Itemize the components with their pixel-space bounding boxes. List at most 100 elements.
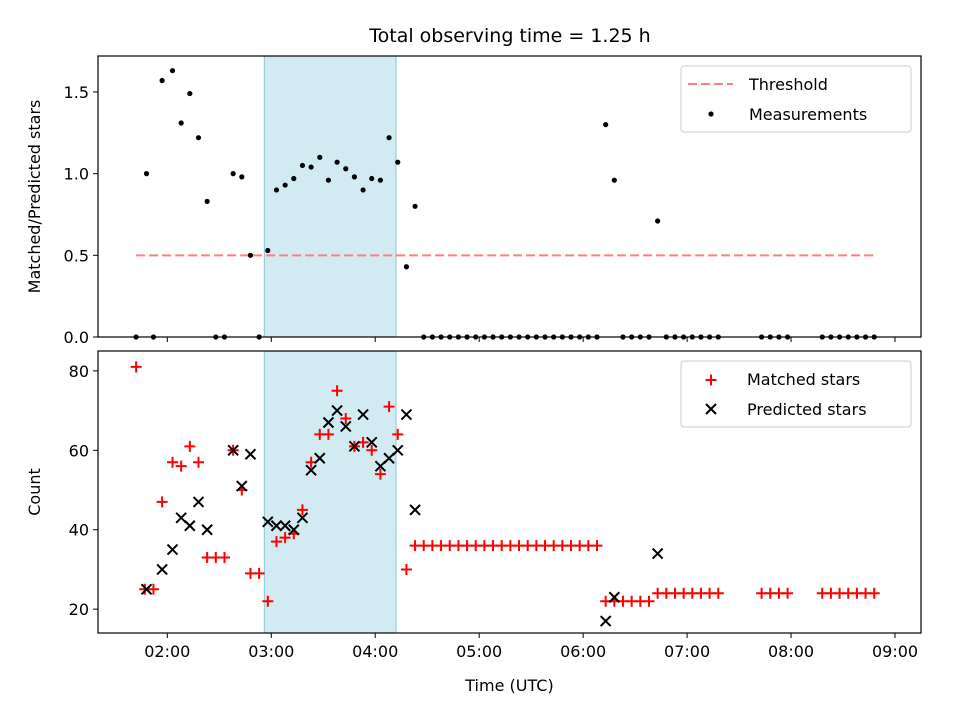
measurement-point [187, 90, 193, 97]
measurement-point [282, 182, 288, 188]
matched-star-marker [591, 540, 603, 552]
measurement-point [360, 187, 366, 193]
measurement-point [204, 198, 210, 205]
count-axes-frame [97, 350, 922, 634]
ratio-axes-frame [97, 55, 922, 338]
measurement-point [343, 166, 349, 172]
measurement-point [265, 247, 271, 254]
measurement-point [299, 162, 306, 169]
matched-star-marker [218, 552, 230, 564]
predicted-star-marker [140, 583, 153, 596]
matched-star-marker [331, 385, 343, 397]
measurement-point [325, 177, 332, 183]
matched-star-marker [130, 361, 142, 373]
matched-star-marker [270, 536, 282, 548]
measurement-point [159, 77, 165, 84]
legend-predicted-label: Predicted stars [747, 400, 867, 419]
count-ticks: 02:00 03:00 04:00 05:00 06:00 07:00 08:00 09:00… [69, 362, 918, 661]
x-tick-label: 08:00 [768, 642, 814, 661]
predicted-star-marker [305, 464, 317, 476]
predicted-star-marker [340, 420, 352, 433]
matched-swatch-marker [705, 374, 717, 386]
predicted-star-marker [262, 516, 274, 528]
matched-star-marker [712, 587, 724, 599]
y-tick-label: 40 [69, 521, 89, 540]
legend-matched-label: Matched stars [747, 370, 860, 389]
legend-predicted-swatch [705, 403, 717, 415]
measurement-point [351, 174, 358, 180]
matched-star-marker [868, 587, 880, 599]
predicted-star-marker [156, 563, 168, 576]
x-tick-label: 04:00 [352, 642, 398, 661]
measurement-point [655, 218, 661, 224]
observing-window-bottom [263, 350, 397, 634]
y-tick-label: 20 [69, 600, 89, 619]
matched-star-marker [400, 563, 412, 575]
predicted-star-marker [357, 408, 369, 421]
measurement-point [377, 177, 384, 183]
measurement-point [308, 164, 314, 170]
predicted-star-marker [322, 416, 335, 429]
measurement-point [273, 187, 280, 193]
predicted-star-marker [166, 543, 179, 556]
predicted-star-marker [348, 440, 361, 453]
x-tick-label: 03:00 [248, 642, 294, 661]
measurement-point [169, 68, 176, 74]
predicted-star-marker [279, 520, 291, 532]
matched-star-marker [192, 456, 204, 468]
matched-star-marker [643, 595, 655, 607]
matched-star-marker [366, 444, 378, 456]
ratio-y-axis-label: Matched/Predicted stars [25, 100, 44, 294]
x-tick-label: 07:00 [664, 642, 710, 661]
predicted-star-marker [409, 504, 421, 516]
x-tick-label: 05:00 [456, 642, 502, 661]
x-tick-label: 09:00 [872, 642, 918, 661]
measurement-point [403, 264, 410, 270]
predicted-star-marker [651, 547, 664, 560]
matched-star-marker [374, 468, 386, 480]
predicted-star-marker [366, 436, 378, 449]
y-tick-label: 80 [69, 362, 89, 381]
ratio-legend: Threshold Measurements [680, 65, 912, 133]
count-legend: Matched stars Predicted stars [680, 360, 912, 428]
measurement-point [386, 135, 392, 141]
count-legend-box [680, 360, 912, 428]
matched-star-marker [322, 428, 334, 440]
measurement-point [239, 174, 245, 180]
predicted-star-marker [599, 615, 612, 627]
predicted-star-marker [400, 408, 413, 421]
matched-star-marker [147, 583, 159, 595]
measurement-point [603, 122, 609, 128]
measurement-point [611, 177, 617, 183]
measurement-point [247, 252, 254, 258]
measurement-point [317, 154, 323, 160]
x-tick-label: 02:00 [144, 642, 190, 661]
predicted-star-marker [192, 496, 205, 508]
measurement-point [334, 159, 340, 165]
measurement-point [369, 175, 375, 182]
matched-star-marker [262, 595, 274, 607]
predicted-star-marker [296, 512, 309, 524]
count-marks [130, 361, 880, 627]
predicted-swatch-marker [705, 403, 717, 415]
predicted-star-marker [244, 448, 257, 460]
y-tick-label: 1.0 [64, 165, 89, 184]
measurement-point [178, 120, 184, 126]
matched-star-marker [340, 413, 352, 425]
measurement-point [412, 203, 418, 209]
measurement-point [291, 175, 297, 182]
y-tick-label: 0.5 [64, 246, 89, 265]
predicted-star-marker [184, 520, 196, 532]
legend-measurements-swatch [708, 111, 714, 117]
observing-window-top [263, 55, 397, 338]
measurement-point [143, 171, 150, 177]
y-tick-label: 60 [69, 441, 89, 460]
matched-star-marker [296, 504, 308, 516]
ratio-legend-box [680, 65, 912, 133]
matched-star-marker [175, 460, 187, 472]
legend-measurements-label: Measurements [749, 105, 867, 124]
measurement-point [230, 171, 236, 177]
predicted-star-marker [227, 444, 239, 457]
legend-threshold-label: Threshold [748, 75, 828, 94]
matched-star-marker [392, 428, 404, 440]
